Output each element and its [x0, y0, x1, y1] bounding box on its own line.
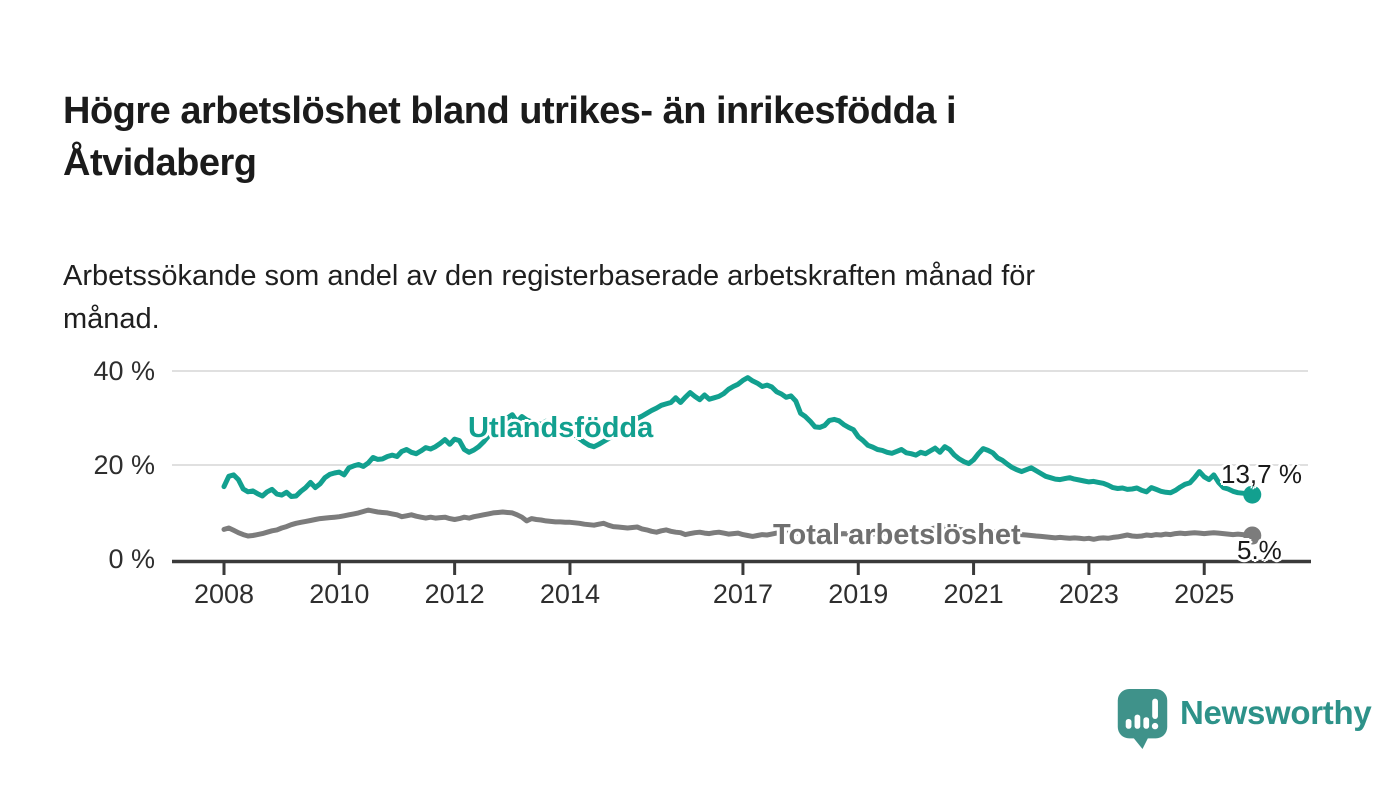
series-line-utlandsfodda [221, 375, 1255, 499]
series-label-utlandsfodda: Utlandsfödda [468, 412, 654, 444]
series-line-total [221, 507, 1255, 542]
x-axis-tick-label: 2019 [828, 579, 889, 609]
subtitle-line-1: Arbetssökande som andel av den registerb… [63, 260, 1036, 292]
title-line-1: Högre arbetslöshet bland utrikes- än inr… [63, 90, 957, 133]
series-end-dot-utlandsfodda [1243, 485, 1262, 504]
y-axis-tick-label: 0 % [108, 544, 155, 574]
x-axis-tick-label: 2008 [193, 579, 255, 609]
x-axis-tick-label: 2010 [309, 579, 370, 609]
x-axis-tick-label: 2023 [1058, 579, 1119, 609]
subtitle-line-2: månad. [63, 303, 160, 335]
chart-subtitle: Arbetssökande som andel av den registerb… [63, 255, 1273, 341]
series-label-total-arbetsloshet: Total arbetslöshet [773, 519, 1021, 551]
page-title: Högre arbetslöshet bland utrikes- än inr… [63, 85, 1273, 189]
title-line-2: Åtvidaberg [63, 142, 257, 185]
x-axis-tick-label: 2014 [539, 579, 600, 609]
y-axis-tick-label: 40 % [93, 356, 155, 386]
x-axis-tick-label: 2021 [943, 579, 1004, 609]
newsworthy-speech-bubble-chart-icon [1117, 688, 1168, 750]
x-axis-tick-label: 2012 [424, 579, 485, 609]
newsworthy-wordmark: Newsworthy [1180, 694, 1372, 731]
y-axis-tick-label: 20 % [93, 450, 155, 480]
newsworthy-logo: Newsworthy [1116, 687, 1372, 753]
series-end-dot-total [1243, 526, 1262, 545]
end-value-label-total: 5.% [1237, 535, 1282, 565]
x-axis-tick-label: 2025 [1174, 579, 1235, 609]
end-value-label-utlandsfodda: 13,7 % [1221, 459, 1302, 489]
x-axis-tick-label: 2017 [712, 579, 773, 609]
